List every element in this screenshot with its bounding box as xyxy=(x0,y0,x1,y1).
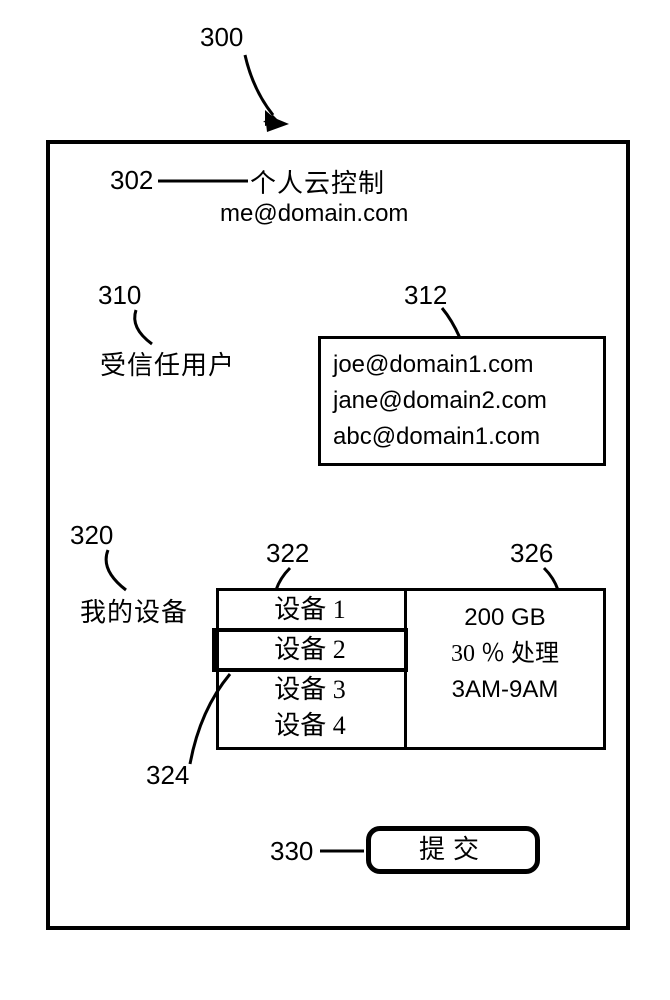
leader-324 xyxy=(186,670,236,766)
ref-300: 300 xyxy=(200,22,243,53)
ref-320: 320 xyxy=(70,520,113,551)
leader-312 xyxy=(440,306,470,340)
device-detail-0: 200 GB xyxy=(407,600,603,636)
ref-302: 302 xyxy=(110,165,153,196)
arrow-300-head xyxy=(265,110,295,135)
ref-324: 324 xyxy=(146,760,189,791)
device-0[interactable]: 设备 1 xyxy=(216,592,404,628)
ref-322: 322 xyxy=(266,538,309,569)
my-devices-label: 我的设备 xyxy=(80,592,188,629)
device-2[interactable]: 设备 3 xyxy=(216,672,404,708)
device-detail-1: 30 ％ 处理 xyxy=(407,636,603,672)
trusted-user-0: joe@domain1.com xyxy=(333,347,591,383)
device-3[interactable]: 设备 4 xyxy=(216,708,404,744)
leader-320 xyxy=(100,548,140,594)
trusted-users-box: joe@domain1.com jane@domain2.com abc@dom… xyxy=(318,336,606,466)
panel-title: 个人云控制 xyxy=(250,163,385,200)
trusted-user-1: jane@domain2.com xyxy=(333,383,591,419)
leader-330 xyxy=(320,848,364,854)
ref-310: 310 xyxy=(98,280,141,311)
submit-button-label: 提交 xyxy=(419,835,487,864)
device-list: 设备 1 设备 2 设备 3 设备 4 xyxy=(216,592,404,744)
device-details: 200 GB 30 ％ 处理 3AM-9AM xyxy=(407,600,603,708)
leader-310 xyxy=(128,308,168,348)
panel-frame xyxy=(46,140,630,930)
leader-302 xyxy=(158,178,248,184)
trusted-user-2: abc@domain1.com xyxy=(333,419,591,455)
ref-326: 326 xyxy=(510,538,553,569)
trusted-users-label: 受信任用户 xyxy=(100,345,235,382)
device-detail-2: 3AM-9AM xyxy=(407,672,603,708)
ref-330: 330 xyxy=(270,836,313,867)
submit-button[interactable]: 提交 xyxy=(366,826,540,874)
device-1-selected[interactable]: 设备 2 xyxy=(212,628,408,672)
panel-email: me@domain.com xyxy=(220,200,408,228)
